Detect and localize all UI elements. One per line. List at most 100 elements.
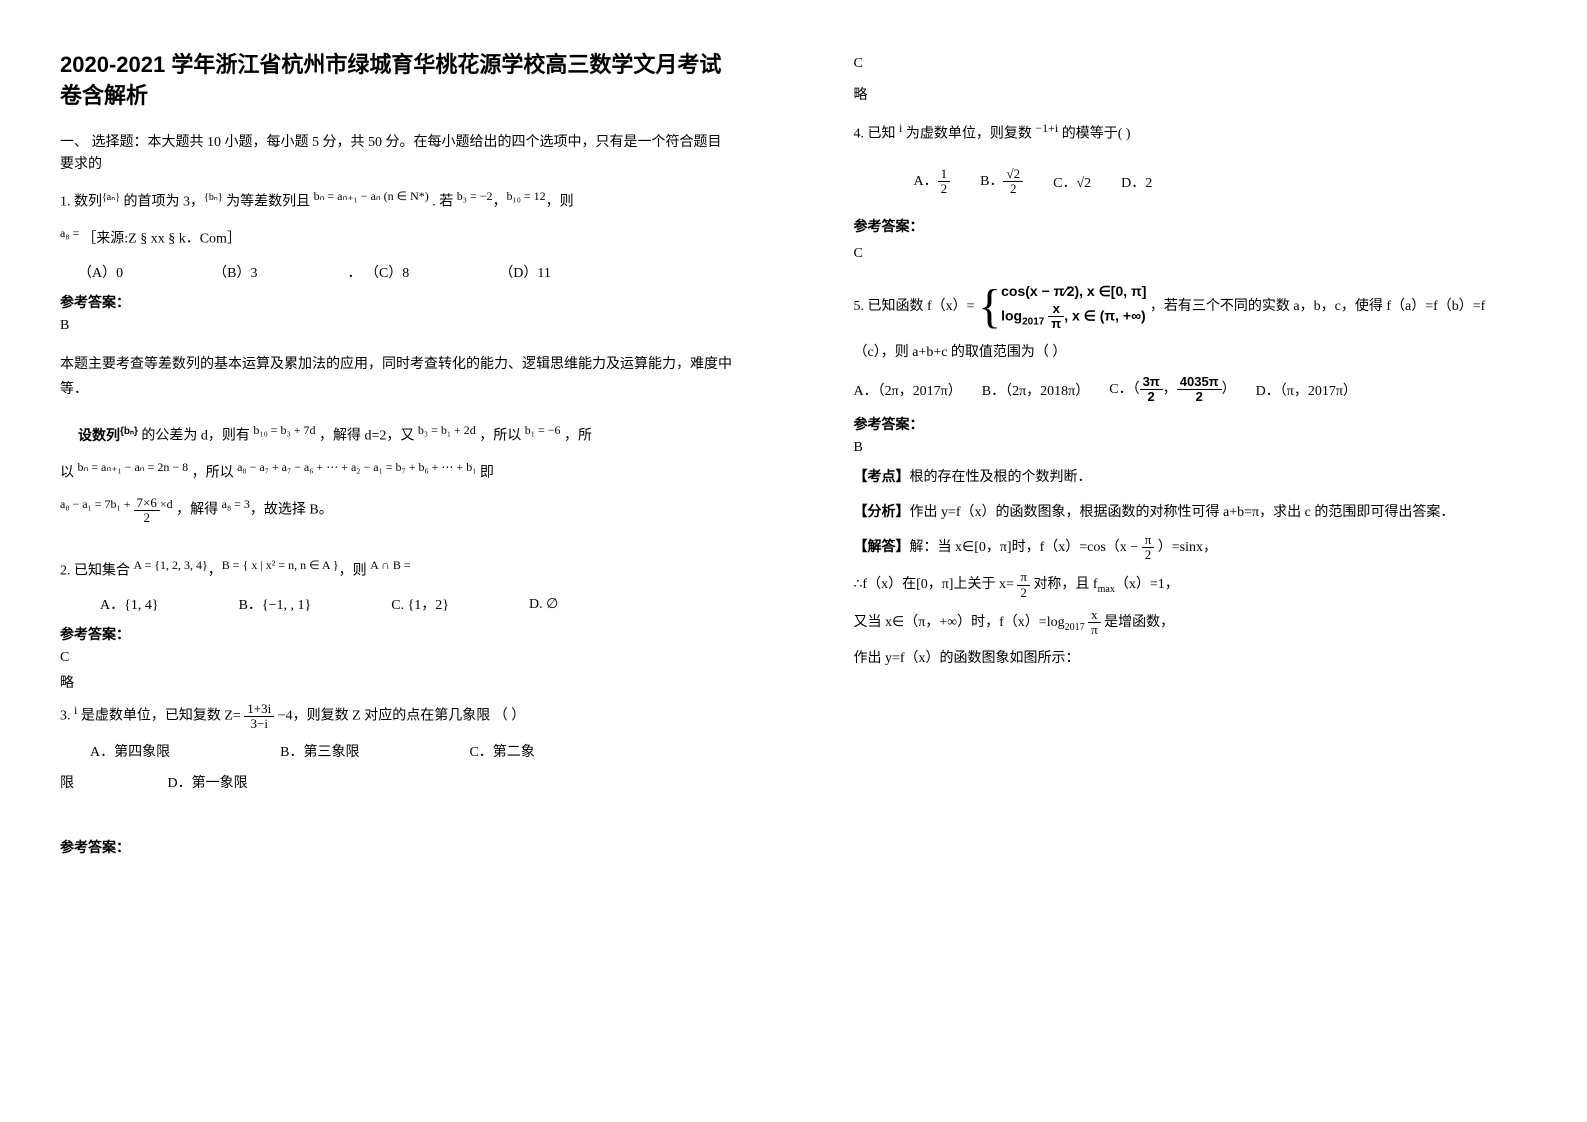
q1-exp3-c: 即 — [476, 466, 494, 481]
q4-a-label: A． — [914, 174, 938, 189]
q5-jd-den3: π — [1088, 623, 1101, 637]
q4-b: 为虚数单位，则复数 — [902, 127, 1035, 142]
q5-c-den2: 2 — [1177, 390, 1222, 404]
q1-exp-eq5: a₈ − a₇ + a₇ − a₆ + ⋯ + a₂ − a₁ = b₇ + b… — [237, 460, 476, 474]
q5-text-2: （c），则 a+b+c 的取值范围为（ ） — [854, 340, 1528, 365]
q1-exp-eq3: b₁ = −6 — [525, 423, 561, 437]
q5-c-frac1: 3π2 — [1140, 375, 1163, 405]
q4-d-label: D． — [1121, 176, 1145, 191]
q3-opt-d-pre: 限 — [60, 776, 74, 791]
q5-fenxi: 【分析】作出 y=f（x）的函数图象，根据函数的对称性可得 a+b=π，求出 c… — [854, 499, 1528, 525]
q4-b-num: √2 — [1003, 167, 1023, 182]
q3-text: 3. i 是虚数单位，已知复数 Z= 1+3i3−i −4，则复数 Z 对应的点… — [60, 700, 734, 731]
q3-b: 是虚数单位，已知复数 Z= — [77, 709, 244, 724]
q3-num: 1+3i — [244, 702, 274, 717]
q5-opt-c: C．（3π2，4035π2） — [1109, 375, 1235, 405]
q4-a: 4. 已知 — [854, 127, 900, 142]
q5-c-num2: 4035π — [1177, 375, 1222, 390]
q4-answer: C — [854, 246, 1528, 262]
q4-a-den: 2 — [938, 182, 951, 196]
q5-opt-b: B．（2π，2018π） — [982, 380, 1089, 400]
q1-text: 1. 数列{aₙ} 的首项为 3，{bₙ} 为等差数列且 bₙ = aₙ₊₁ −… — [60, 186, 734, 215]
q4-b-label: B． — [980, 174, 1003, 189]
q3-c: −4，则复数 Z 对应的点在第几象限 （ ） — [274, 709, 525, 724]
q1-src: ［来源:Z § xx § k．Com］ — [82, 232, 241, 247]
q5-c-label: C．（ — [1109, 382, 1139, 397]
q1-exp-e: ，所 — [561, 429, 593, 444]
q1-a8: a₈ = — [60, 226, 82, 240]
q4-c-val: √2 — [1076, 176, 1091, 191]
q1-exp-eq6b: ×d — [160, 497, 173, 511]
q5-p2-frac: xπ — [1048, 302, 1064, 332]
q5-jd-num1: π — [1142, 533, 1155, 548]
answer-heading: 参考答案： — [854, 216, 1528, 236]
q5-jieda-4: 作出 y=f（x）的函数图象如图所示： — [854, 646, 1528, 671]
q5-options: A．（2π，2017π） B．（2π，2018π） C．（3π2，4035π2）… — [854, 375, 1528, 405]
q1-seq-a: {aₙ} — [102, 192, 120, 203]
q5-text: 5. 已知函数 f（x）= { cos(x − π∕2), x ∈[0, π] … — [854, 282, 1528, 331]
answer-heading: 参考答案： — [60, 837, 734, 857]
q1-exp-eq4: bₙ = aₙ₊₁ − aₙ = 2n − 8 — [78, 460, 189, 474]
q3-answer: C — [854, 56, 1528, 72]
q3-a: 3. — [60, 709, 74, 724]
q1-part: ，则 — [546, 195, 574, 210]
q5-jieda-1: 【解答】解：当 x∈[0，π]时，f（x）=cos（x − π2 ）=sinx， — [854, 533, 1528, 563]
q2-a: 2. 已知集合 — [60, 564, 134, 579]
q1-exp-seq: {bₙ} — [120, 426, 138, 437]
q5-jd-sub2: 2017 — [1065, 622, 1085, 633]
q1-eq: bₙ = aₙ₊₁ − aₙ (n ∈ N*) — [314, 189, 429, 203]
q5-answer: B — [854, 440, 1528, 456]
q4-b-frac: √22 — [1003, 167, 1023, 197]
q5-c-num1: 3π — [1140, 375, 1163, 390]
section-1-heading: 一、 选择题：本大题共 10 小题，每小题 5 分，共 50 分。在每小题给出的… — [60, 132, 734, 177]
q4-text: 4. 已知 i 为虚数单位，则复数 −1+i 的模等于( ) — [854, 118, 1528, 147]
q1-exp-den: 2 — [134, 511, 160, 525]
q1-exp-frac: 7×62 — [134, 496, 160, 526]
q4-c: 的模等于( ) — [1058, 127, 1130, 142]
q2-opt-d: D. ∅ — [529, 596, 558, 613]
q1-opt-d: （D）11 — [499, 262, 551, 282]
q3-den: 3−i — [244, 717, 274, 731]
q1-exp-a: 设数列 — [78, 427, 120, 443]
q1-explain-2: 设数列{bₙ} 的公差为 d，则有 b₁₀ = b₃ + 7d ，解得 d=2，… — [60, 420, 734, 449]
q5-jd-frac2: π2 — [1017, 570, 1030, 600]
q1-exp-b: 的公差为 d，则有 — [138, 429, 254, 444]
q4-options: A．12 B．√22 C．√2 D．2 — [914, 167, 1528, 197]
q5-kd: 根的存在性及根的个数判断． — [910, 470, 1092, 485]
q1-exp-eq7: a₈ = 3 — [222, 497, 250, 511]
q2-opt-c: C. {1，2} — [391, 594, 449, 614]
q1-part: ， — [493, 195, 507, 210]
q1-line2: a₈ = ［来源:Z § xx § k．Com］ — [60, 223, 734, 252]
q2-opt-a: A．{1, 4} — [100, 594, 159, 614]
q3-options-row2: 限 D．第一象限 — [60, 771, 734, 796]
q1-exp-num: 7×6 — [134, 496, 160, 511]
q5-jd-frac3: xπ — [1088, 608, 1101, 638]
q4-opt-d: D．2 — [1121, 172, 1152, 192]
q1-exp-p5: ，故选择 B。 — [250, 503, 333, 518]
q5-c-den1: 2 — [1140, 390, 1163, 404]
q5-opt-d: D．（π，2017π） — [1256, 380, 1357, 400]
q2-opt-b: B．{−1, , 1} — [239, 594, 312, 614]
q5-jd-e: （x）=1， — [1115, 577, 1179, 592]
q4-b-den: 2 — [1003, 182, 1023, 196]
q1-exp3-a: 以 — [60, 466, 78, 481]
q5-piece1: cos(x − π∕2), x ∈[0, π] — [1001, 282, 1146, 302]
q5-a: 5. 已知函数 f（x）= — [854, 299, 975, 314]
q1-part: 为等差数列且 — [223, 195, 314, 210]
q1-exp-eq2: b₃ = b₁ + 2d — [418, 423, 476, 437]
q1-exp-c: ，解得 d=2，又 — [315, 429, 417, 444]
q5-jd-num2: π — [1017, 570, 1030, 585]
q5-p2-b: , x ∈ (π, +∞) — [1064, 308, 1146, 324]
q5-jd-c: ∴f（x）在[0，π]上关于 x= — [854, 577, 1018, 592]
q5-fx-label: 【分析】 — [854, 503, 910, 519]
q5-fx: 作出 y=f（x）的函数图象，根据函数的对称性可得 a+b=π，求出 c 的范围… — [910, 505, 1455, 520]
exam-title: 2020-2021 学年浙江省杭州市绿城育华桃花源学校高三数学文月考试卷含解析 — [60, 50, 734, 112]
q1-exp-eq1: b₁₀ = b₃ + 7d — [253, 423, 315, 437]
q4-d-val: 2 — [1145, 176, 1152, 191]
right-column: C 略 4. 已知 i 为虚数单位，则复数 −1+i 的模等于( ) A．12 … — [794, 0, 1587, 1122]
q5-jd-den1: 2 — [1142, 548, 1155, 562]
q1-exp-p4: ，解得 — [173, 503, 222, 518]
q1-exp-eq6a: a₈ − a₁ = 7b₁ + — [60, 497, 134, 511]
q3-options-row1: A．第四象限 B．第三象限 C．第二象 — [90, 741, 734, 761]
q5-jd-d: 对称，且 f — [1030, 577, 1098, 592]
